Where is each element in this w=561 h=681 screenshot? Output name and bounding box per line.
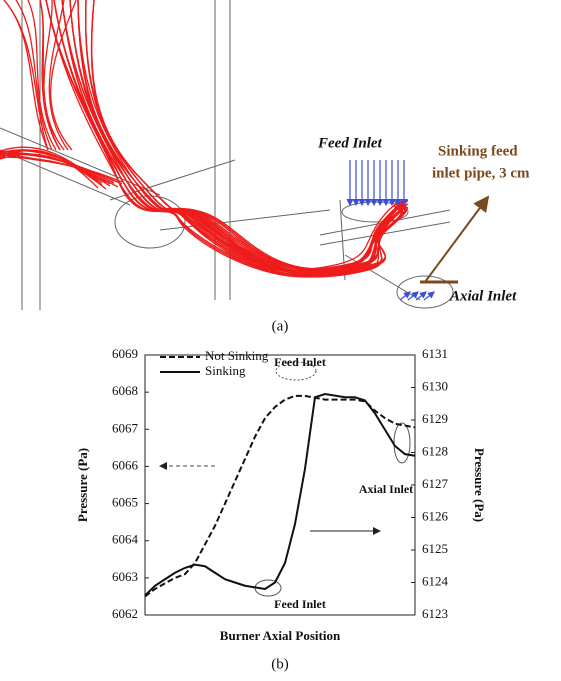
streamline [53,0,403,272]
y2-tick-label: 6125 [422,541,448,556]
y-tick-label: 6068 [112,383,138,398]
streamline [43,0,65,151]
series-line [144,394,416,598]
streamline [69,0,404,273]
streamline [0,149,103,184]
streamline [61,0,408,277]
feed-inlet-label: Feed Inlet [317,135,383,151]
inlet-arrow [407,291,419,301]
y-axis-label: Pressure (Pa) [75,448,90,522]
y2-tick-label: 6126 [422,508,449,523]
inlet-arrows [346,160,435,301]
streamline [0,152,111,185]
streamline [50,0,77,151]
streamline [77,0,409,278]
pipe-label: Sinking feed [438,143,518,159]
streamline [90,0,402,271]
streamline [84,0,406,275]
streamlines [0,0,409,278]
streamline [77,0,401,270]
x-axis-label: Burner Axial Position [220,628,341,643]
y-tick-label: 6066 [112,457,139,472]
wireframe [0,0,454,310]
y2-tick-label: 6127 [422,476,449,491]
y2-tick-label: 6128 [422,443,448,458]
annotation: Feed Inlet [274,597,326,611]
y2-tick-label: 6129 [422,411,448,426]
streamline [0,151,123,183]
streamline [27,0,57,151]
y2-tick-label: 6130 [422,378,448,393]
legend-label: Not Sinking [205,348,269,363]
caption: (a) [272,318,289,334]
highlight [393,422,411,464]
y2-tick-label: 6124 [422,573,449,588]
inlet-arrow [423,291,435,301]
pipe-arrow [424,195,490,283]
legend-label: Sinking [205,363,246,378]
y-tick-label: 6062 [112,606,138,621]
y2-axis-label: Pressure (Pa) [472,448,487,522]
y-tick-label: 6064 [112,532,139,547]
y-tick-label: 6065 [112,495,138,510]
y-tick-label: 6067 [112,420,139,435]
streamline [3,0,49,151]
caption: (b) [271,656,289,672]
pipe-label: inlet pipe, 3 cm [432,165,530,181]
y2-tick-label: 6131 [422,346,448,361]
streamline [39,0,61,151]
streamline [15,0,53,151]
chart: Pressure (Pa) Pressure (Pa) Burner Axial… [75,346,487,672]
highlight [275,361,317,381]
series-line [144,392,416,597]
inlet-arrow [399,291,411,301]
axial-inlet-label: Axial Inlet [449,288,517,304]
y2-tick-label: 6123 [422,606,448,621]
y-tick-label: 6063 [112,569,138,584]
annotation: Axial Inlet [359,482,413,496]
y-tick-label: 6069 [112,346,138,361]
streamline [48,0,69,151]
annotation: Feed Inlet [274,355,326,369]
inlet-arrow [415,291,427,301]
